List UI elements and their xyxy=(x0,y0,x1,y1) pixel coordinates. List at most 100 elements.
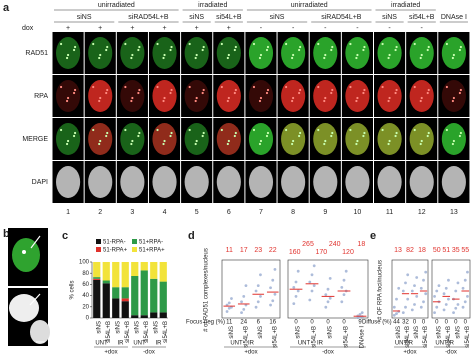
nucleus xyxy=(9,294,39,322)
data-point xyxy=(447,278,450,282)
data-point xyxy=(454,306,458,310)
lane-number: 6 xyxy=(227,209,231,216)
focus xyxy=(99,139,102,143)
row-label: DAPI xyxy=(32,179,48,186)
data-point xyxy=(294,295,298,298)
data-point xyxy=(312,264,316,268)
x-tick-label: siNS xyxy=(115,321,121,334)
nucleus xyxy=(313,80,338,112)
plot-frame xyxy=(431,259,471,319)
focus xyxy=(427,88,430,92)
focus xyxy=(137,48,140,52)
bar-segment xyxy=(112,287,120,299)
focus xyxy=(445,128,448,132)
focus xyxy=(363,131,366,135)
nucleus xyxy=(88,37,113,69)
dox-sign: + xyxy=(162,25,166,32)
x-tick-label: si54L+B xyxy=(465,326,471,348)
annotation: 170 xyxy=(315,249,327,256)
x-tick-label: DNAse I xyxy=(360,326,366,349)
annotation: 55 xyxy=(461,247,469,254)
bar-segment xyxy=(159,281,167,313)
focus xyxy=(451,142,454,146)
focus xyxy=(66,139,70,143)
focus xyxy=(452,139,455,143)
focus xyxy=(298,48,301,52)
focus xyxy=(285,42,288,46)
focus xyxy=(72,134,76,138)
dox-sign: + xyxy=(98,25,102,32)
data-point xyxy=(308,280,312,284)
focus xyxy=(420,53,423,57)
nucleus xyxy=(281,37,306,69)
focus xyxy=(330,91,333,95)
data-point xyxy=(419,305,423,309)
data-point xyxy=(442,308,446,312)
data-point xyxy=(392,305,396,309)
data-point xyxy=(324,293,328,296)
focus xyxy=(105,134,108,138)
focus xyxy=(138,45,141,49)
focus xyxy=(130,142,133,146)
group-label: UNT xyxy=(395,341,408,347)
sirna-label: siNS xyxy=(189,14,204,21)
focus xyxy=(298,91,301,95)
focus xyxy=(66,96,70,100)
nucleus xyxy=(55,166,81,198)
lane-number: 4 xyxy=(163,209,167,216)
annotation: 11 xyxy=(226,247,233,254)
focus xyxy=(451,99,454,103)
sirna-label: si54L+B xyxy=(216,14,242,21)
focus xyxy=(451,56,454,60)
focus xyxy=(291,56,294,60)
data-point xyxy=(433,295,436,298)
focus xyxy=(22,250,26,254)
row-value: 0 xyxy=(413,320,417,326)
row-value: 0 xyxy=(294,320,298,326)
plot-frame xyxy=(391,259,429,319)
focus xyxy=(233,91,236,95)
data-point xyxy=(456,303,460,306)
focus xyxy=(124,42,127,46)
nucleus xyxy=(377,80,402,112)
condition-label: irradiated xyxy=(198,2,227,9)
nucleus xyxy=(184,166,209,198)
legend-label: 51-RPA+ xyxy=(103,248,128,254)
y-axis-label: % cells xyxy=(70,280,76,299)
bar-segment xyxy=(93,279,101,318)
nucleus xyxy=(345,37,370,69)
focus xyxy=(420,139,423,143)
focus xyxy=(292,139,295,143)
focus xyxy=(124,128,127,132)
data-point xyxy=(415,276,419,279)
group-label: UNT xyxy=(230,341,243,347)
data-point xyxy=(463,278,467,282)
data-point xyxy=(256,300,260,304)
focus xyxy=(169,134,172,138)
nucleus xyxy=(409,37,434,69)
data-point xyxy=(292,286,296,289)
data-point xyxy=(310,273,314,277)
focus xyxy=(458,91,461,95)
nucleus xyxy=(441,166,466,198)
nucleus xyxy=(313,123,338,155)
focus xyxy=(194,56,197,60)
data-point xyxy=(342,293,346,296)
focus xyxy=(388,139,391,143)
nucleus xyxy=(281,166,306,198)
focus xyxy=(387,56,390,60)
focus xyxy=(331,88,334,92)
nucleus xyxy=(55,80,81,112)
supergroup-label: +dox xyxy=(244,350,257,356)
nucleus xyxy=(313,166,338,198)
focus xyxy=(156,42,159,46)
focus xyxy=(138,88,141,92)
bar-segment xyxy=(121,298,129,302)
focus xyxy=(459,88,462,92)
y-tick-label: 40 xyxy=(82,293,89,299)
data-point xyxy=(419,286,423,290)
nucleus xyxy=(248,166,274,198)
focus xyxy=(356,139,359,143)
focus xyxy=(106,131,109,135)
focus xyxy=(427,45,430,49)
